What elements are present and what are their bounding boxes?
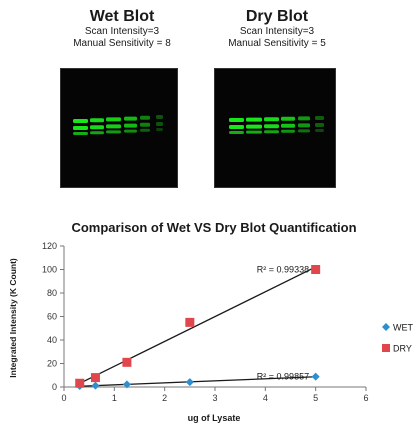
blot-band bbox=[156, 115, 163, 119]
blot-band bbox=[156, 128, 163, 131]
blot-band bbox=[124, 116, 137, 121]
blot-band bbox=[281, 123, 295, 128]
x-tick-label: 4 bbox=[263, 393, 268, 403]
x-tick-label: 5 bbox=[313, 393, 318, 403]
blot-band bbox=[229, 118, 244, 122]
blot-band bbox=[140, 128, 150, 132]
legend-marker-dry bbox=[382, 344, 390, 352]
x-tick-label: 2 bbox=[162, 393, 167, 403]
y-tick-label: 20 bbox=[47, 359, 57, 369]
chart-ticks: 0 20 40 60 80 100 120 0 1 2 3 4 5 6 bbox=[42, 241, 369, 403]
y-axis-label: Integrated Intensity (K Count) bbox=[8, 258, 18, 378]
blot-band bbox=[315, 123, 324, 127]
blot-band bbox=[264, 124, 279, 129]
blot-band bbox=[90, 125, 104, 130]
blot-band bbox=[106, 130, 121, 134]
y-tick-label: 60 bbox=[47, 312, 57, 322]
data-point-wet bbox=[91, 381, 100, 390]
y-tick-label: 120 bbox=[42, 241, 57, 251]
blot-band bbox=[246, 117, 262, 122]
wet-blot-sensitivity: Manual Sensitivity = 8 bbox=[73, 38, 171, 49]
blot-band bbox=[298, 129, 310, 133]
r-squared-wet: R² = 0.99857 bbox=[257, 372, 309, 382]
wet-blot-panel: Wet Blot Scan Intensity=3 Manual Sensiti… bbox=[62, 0, 182, 50]
data-point-wet bbox=[185, 378, 194, 387]
blot-band bbox=[315, 129, 324, 132]
blot-band bbox=[124, 129, 137, 133]
y-tick-label: 40 bbox=[47, 335, 57, 345]
blot-band bbox=[156, 122, 163, 126]
wet-blot-title: Wet Blot bbox=[89, 8, 155, 25]
r-squared-annotations: R² = 0.99338 R² = 0.99857 bbox=[257, 265, 309, 382]
dry-blot-scan-intensity: Scan Intensity=3 bbox=[239, 26, 315, 37]
legend-label-wet: WET bbox=[393, 323, 413, 333]
blot-band bbox=[264, 117, 279, 122]
blot-band bbox=[73, 119, 88, 123]
quantification-chart: Comparison of Wet VS Dry Blot Quantifica… bbox=[8, 220, 413, 423]
dry-blot-title: Dry Blot bbox=[245, 8, 309, 25]
x-tick-label: 6 bbox=[363, 393, 368, 403]
blot-band bbox=[298, 116, 310, 121]
y-tick-label: 100 bbox=[42, 265, 57, 275]
blot-band bbox=[73, 126, 88, 130]
trendline-dry bbox=[79, 266, 316, 384]
blot-band bbox=[90, 131, 104, 135]
blot-band bbox=[106, 117, 121, 122]
data-point-dry bbox=[122, 357, 132, 367]
wet-blot-image bbox=[60, 68, 178, 188]
data-point-dry bbox=[311, 265, 321, 274]
x-tick-label: 3 bbox=[212, 393, 217, 403]
r-squared-dry: R² = 0.99338 bbox=[257, 265, 309, 275]
y-tick-label: 0 bbox=[52, 382, 57, 392]
trendlines bbox=[79, 266, 316, 387]
dry-blot-bands bbox=[229, 116, 324, 134]
data-point-dry bbox=[75, 378, 85, 388]
x-axis-label: ug of Lysate bbox=[188, 413, 241, 423]
data-point-dry bbox=[185, 317, 195, 327]
data-point-dry bbox=[90, 373, 100, 383]
dry-blot-image bbox=[214, 68, 336, 188]
blot-band bbox=[229, 125, 244, 129]
blot-band bbox=[264, 130, 279, 134]
data-points bbox=[75, 265, 321, 391]
blot-band bbox=[124, 123, 137, 128]
dry-blot-sensitivity: Manual Sensitivity = 5 bbox=[228, 38, 326, 49]
blot-band bbox=[229, 131, 244, 134]
x-tick-label: 1 bbox=[112, 393, 117, 403]
blot-band bbox=[73, 132, 88, 135]
legend-label-dry: DRY bbox=[393, 344, 412, 354]
blot-band bbox=[298, 123, 310, 128]
x-tick-label: 0 bbox=[61, 393, 66, 403]
blot-band bbox=[140, 115, 150, 120]
blot-band bbox=[90, 118, 104, 123]
data-point-wet bbox=[311, 372, 320, 381]
blot-band bbox=[246, 130, 262, 134]
legend: WET DRY bbox=[382, 323, 413, 354]
chart-title: Comparison of Wet VS Dry Blot Quantifica… bbox=[71, 220, 356, 235]
blot-band bbox=[281, 129, 295, 133]
blot-band bbox=[140, 122, 150, 127]
blot-band bbox=[315, 116, 324, 120]
legend-marker-wet bbox=[382, 323, 390, 331]
blot-band bbox=[281, 116, 295, 121]
blot-band bbox=[106, 124, 121, 129]
trendline-wet bbox=[79, 376, 316, 387]
data-point-wet bbox=[122, 380, 131, 389]
wet-blot-scan-intensity: Scan Intensity=3 bbox=[84, 26, 160, 37]
wet-blot-bands bbox=[73, 115, 163, 135]
dry-blot-panel: Dry Blot Scan Intensity=3 Manual Sensiti… bbox=[197, 0, 357, 50]
y-tick-label: 80 bbox=[47, 288, 57, 298]
blot-band bbox=[246, 124, 262, 129]
